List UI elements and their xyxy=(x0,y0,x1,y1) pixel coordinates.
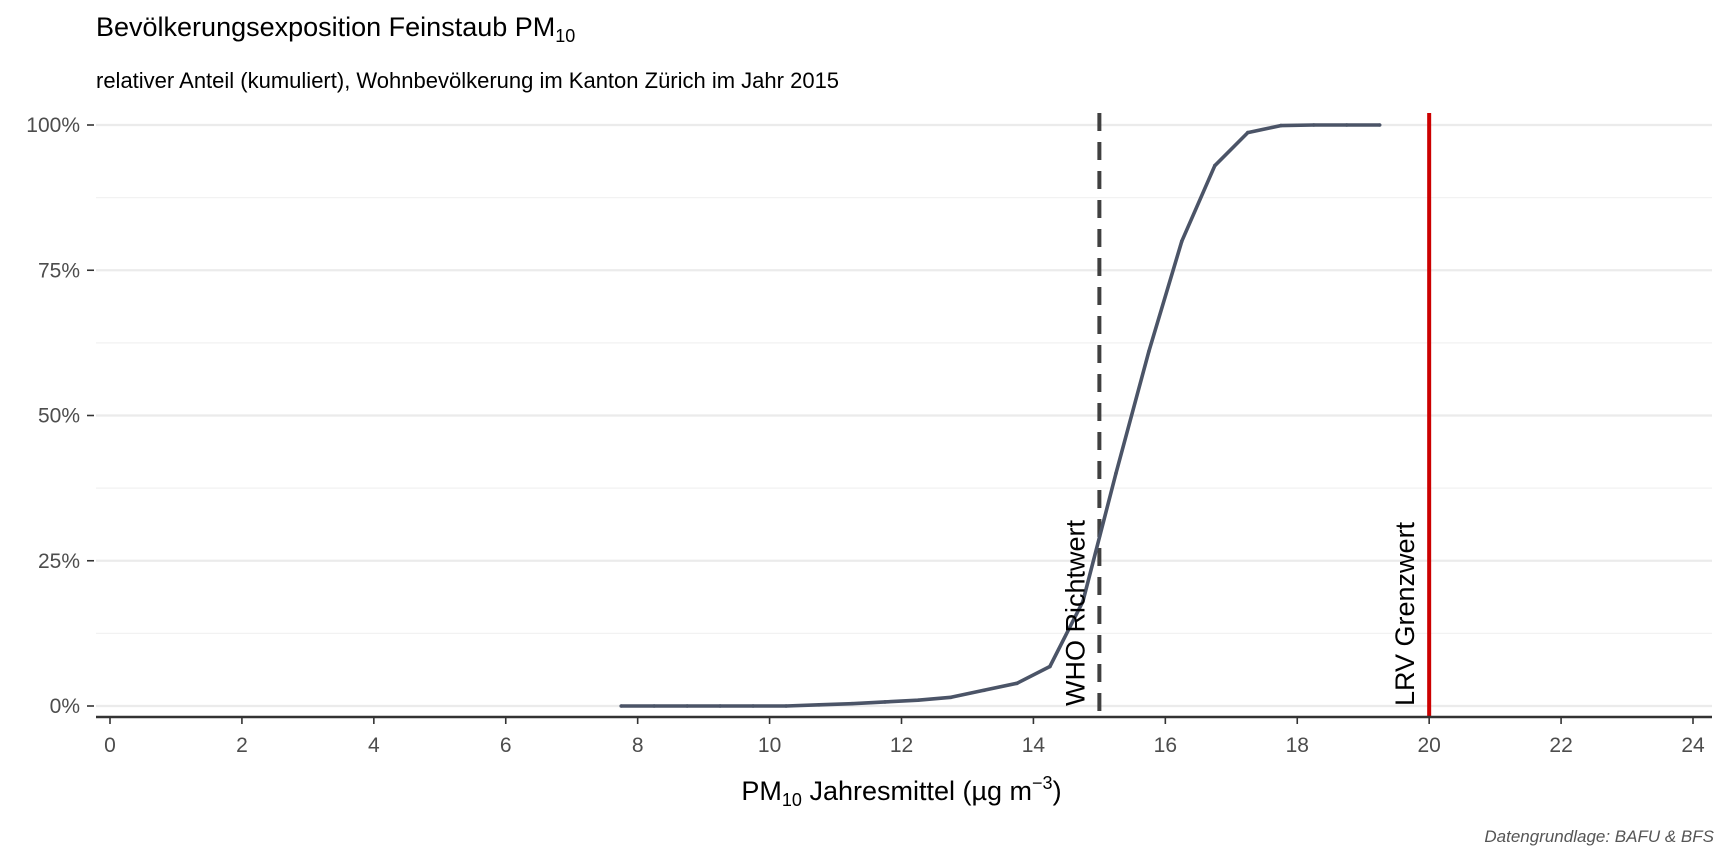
x-axis-title-text: Jahresmittel (µg m xyxy=(802,776,1032,806)
chart-subtitle: relativer Anteil (kumuliert), Wohnbevölk… xyxy=(96,68,840,93)
grid-layer xyxy=(96,123,1712,708)
x-axis-title-text: PM xyxy=(741,776,782,806)
reference-lines-layer xyxy=(1097,113,1432,716)
x-tick-label: 4 xyxy=(368,734,380,757)
series-point xyxy=(1180,239,1184,243)
series-point xyxy=(1015,681,1019,686)
series-point xyxy=(751,704,755,708)
lrv-reference-label: LRV Grenzwert xyxy=(1390,521,1420,706)
y-tick-label: 100% xyxy=(26,114,80,137)
series-point xyxy=(784,704,788,708)
chart-title-subscript: 10 xyxy=(555,26,576,46)
data-source-caption: Datengrundlage: BAFU & BFS xyxy=(1484,827,1714,846)
x-axis-title: PM10 Jahresmittel (µg m−3) xyxy=(741,773,1061,810)
chart-title: Bevölkerungsexposition Feinstaub PM10 xyxy=(96,12,576,46)
who-reference-label: WHO Richtwert xyxy=(1060,519,1090,706)
series-point xyxy=(1311,123,1316,127)
y-tick-label: 50% xyxy=(38,405,80,428)
y-tick-label: 0% xyxy=(50,695,80,718)
x-tick-label: 6 xyxy=(500,734,512,757)
series-point xyxy=(1278,123,1283,128)
series-point xyxy=(685,704,689,708)
series-point xyxy=(1213,163,1217,168)
x-tick-label: 10 xyxy=(758,734,781,757)
x-axis-title-subscript: 10 xyxy=(782,790,802,810)
y-tick-label: 75% xyxy=(38,259,80,282)
x-tick-label: 14 xyxy=(1022,734,1046,757)
series-point xyxy=(817,703,821,707)
series-point xyxy=(718,704,722,708)
series-point xyxy=(982,688,986,693)
x-tick-label: 0 xyxy=(104,734,116,757)
series-point xyxy=(619,704,623,708)
chart-title-text: Bevölkerungsexposition Feinstaub PM xyxy=(96,12,556,42)
y-tick-label: 25% xyxy=(38,550,80,573)
label-layer: PM10 Jahresmittel (µg m−3)WHO Richtwert L… xyxy=(741,519,1420,810)
x-axis-title-text: ) xyxy=(1053,776,1062,806)
x-tick-label: 24 xyxy=(1681,734,1705,757)
series-line xyxy=(621,123,1380,708)
x-tick-label: 16 xyxy=(1154,734,1177,757)
series-layer xyxy=(619,123,1382,708)
x-tick-label: 2 xyxy=(236,734,248,757)
series-point xyxy=(1147,349,1151,354)
series-point xyxy=(1377,123,1382,127)
series-point xyxy=(1081,599,1085,604)
series-point xyxy=(850,701,854,706)
series-point xyxy=(916,698,920,702)
x-tick-label: 12 xyxy=(890,734,913,757)
series-point xyxy=(1114,471,1118,476)
x-tick-label: 22 xyxy=(1549,734,1572,757)
x-tick-label: 20 xyxy=(1417,734,1440,757)
axis-layer: 0%25%50%75%100%0 2 4 6 8 10 12 14 16 18 20 22 24 xyxy=(26,114,1712,757)
x-axis-title-superscript: −3 xyxy=(1032,773,1053,793)
series-point xyxy=(1344,123,1349,127)
x-tick-label: 8 xyxy=(632,734,644,757)
x-tick-label: 18 xyxy=(1286,734,1309,757)
series-point xyxy=(883,700,887,704)
series-point xyxy=(949,695,953,700)
series-point xyxy=(652,704,656,708)
series-point xyxy=(1245,130,1250,135)
series-point xyxy=(1048,664,1052,669)
